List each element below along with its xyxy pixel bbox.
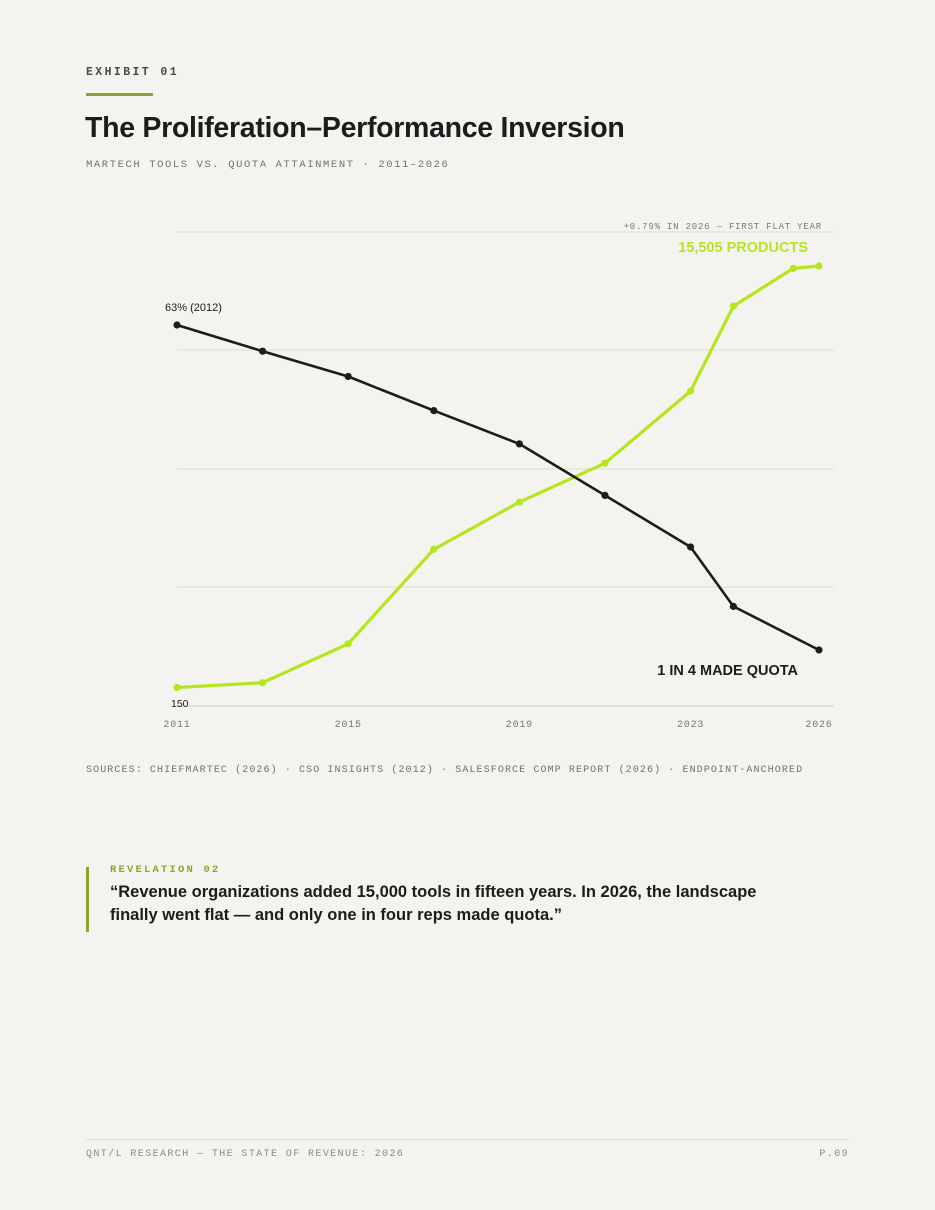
page-title: The Proliferation–Performance Inversion: [85, 112, 625, 144]
black-start-label: 63% (2012): [165, 302, 222, 314]
x-tick-label: 2019: [506, 720, 533, 731]
chart-sources: SOURCES: CHIEFMARTEC (2026) · CSO INSIGH…: [86, 765, 804, 776]
data-point-tools: [259, 679, 267, 687]
data-point-quota: [259, 347, 267, 355]
data-point-tools: [601, 459, 609, 467]
data-point-tools: [815, 262, 823, 270]
footer-page-number: P.09: [819, 1149, 849, 1160]
black-end-label: 1 IN 4 MADE QUOTA: [657, 663, 798, 679]
quote-label: REVELATION 02: [110, 864, 221, 876]
footer-divider: [86, 1139, 849, 1140]
quote-text: “Revenue organizations added 15,000 tool…: [110, 883, 757, 924]
data-point-quota: [515, 440, 524, 448]
lime-end-label: 15,505 PRODUCTS: [678, 240, 808, 256]
data-point-quota: [344, 372, 352, 381]
data-point-tools: [687, 387, 695, 395]
top-note-annotation: +0.79% IN 2026 — FIRST FLAT YEAR: [624, 222, 822, 232]
data-point-tools: [729, 302, 738, 310]
footer-publication: QNT/L RESEARCH — THE STATE OF REVENUE: 2…: [86, 1149, 405, 1160]
series-line-quota: [175, 323, 821, 652]
series-line-tools: [175, 264, 821, 690]
data-point-tools: [173, 683, 181, 692]
x-tick-label: 2015: [335, 720, 362, 731]
revelation-quote: REVELATION 02 “Revenue organizations add…: [86, 864, 786, 932]
data-point-quota: [430, 407, 438, 415]
data-point-quota: [815, 646, 823, 654]
data-point-tools: [789, 264, 797, 272]
inversion-line-chart: 2011 2015 2019 2023 2026 +0.79% IN 2026 — FI…: [163, 222, 834, 731]
x-tick-label: 2026: [805, 720, 832, 731]
chart-annotations: +0.79% IN 2026 — FIRST FLAT YEAR 15,505 …: [165, 222, 822, 710]
data-point-tools: [515, 498, 524, 506]
x-tick-label: 2023: [677, 720, 704, 731]
data-point-quota: [601, 491, 609, 499]
chart-series: [173, 262, 823, 692]
eyebrow-rule: [86, 93, 153, 96]
page-subtitle: MARTECH TOOLS VS. QUOTA ATTAINMENT · 201…: [86, 159, 450, 171]
data-point-tools: [344, 640, 352, 648]
data-point-quota: [173, 321, 181, 329]
data-point-quota: [687, 543, 695, 551]
x-tick-label: 2011: [163, 720, 190, 731]
lime-start-label: 150: [171, 698, 189, 710]
exhibit-eyebrow: EXHIBIT 01: [86, 66, 180, 79]
x-axis-ticks: 2011 2015 2019 2023 2026: [163, 720, 832, 731]
data-point-tools: [430, 545, 438, 553]
data-point-quota: [729, 602, 738, 611]
chart-gridlines: [177, 231, 834, 707]
